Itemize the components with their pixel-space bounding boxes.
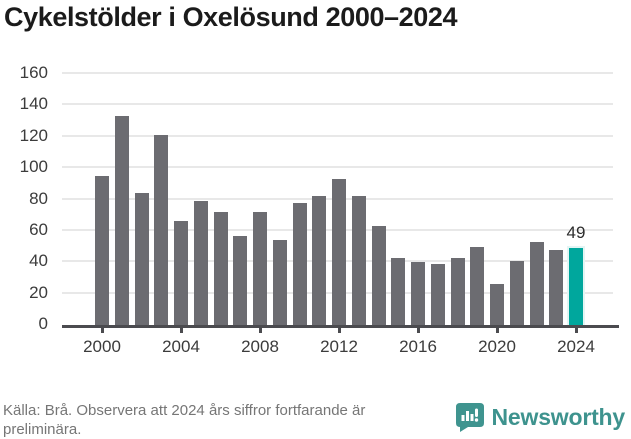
x-axis-label: 2008	[241, 337, 279, 356]
y-axis-label: 80	[29, 188, 48, 208]
x-tick-slot	[569, 326, 583, 333]
source-note: Källa: Brå. Observera att 2024 års siffr…	[3, 402, 366, 438]
bar	[134, 193, 149, 325]
y-axis-label: 160	[19, 63, 48, 82]
x-tick	[100, 326, 104, 333]
y-axis-label: 120	[19, 125, 48, 145]
x-tick-slot	[332, 326, 346, 333]
bar	[272, 240, 287, 325]
bar	[253, 212, 267, 325]
y-axis-label: 140	[19, 94, 48, 114]
x-axis-label	[135, 337, 149, 357]
bar	[95, 175, 109, 325]
x-axis-line	[62, 325, 619, 328]
bar	[490, 284, 504, 325]
x-tick-slot	[253, 326, 267, 333]
bar	[213, 212, 228, 325]
newsworthy-logo-icon	[455, 403, 484, 432]
gridline	[62, 166, 613, 169]
x-tick	[258, 326, 262, 333]
x-axis-label	[372, 337, 386, 357]
y-axis-label: 100	[19, 157, 48, 177]
x-tick	[179, 326, 183, 333]
bar	[391, 257, 406, 325]
x-axis-label	[115, 337, 129, 357]
x-tick-slot	[174, 326, 188, 333]
y-axis-label: 0	[38, 314, 48, 333]
y-axis-label: 20	[29, 282, 48, 302]
bar	[174, 221, 188, 325]
x-axis-label: 2004	[162, 337, 200, 356]
x-tick	[495, 326, 499, 333]
page-title: Cykelstölder i Oxelösund 2000–2024	[4, 2, 458, 32]
bar	[154, 135, 169, 325]
x-tick	[574, 326, 578, 333]
bar	[193, 201, 208, 325]
bar-highlighted: 49	[567, 223, 585, 325]
newsworthy-logo-text: Newsworthy	[491, 404, 626, 430]
bar	[371, 226, 386, 325]
bar	[470, 246, 485, 325]
bar	[292, 202, 307, 325]
x-axis-label	[352, 337, 366, 357]
gridline	[62, 134, 613, 137]
bar	[450, 257, 465, 325]
x-axis-label: 2000	[83, 337, 121, 356]
x-axis-label: 2012	[320, 337, 358, 356]
x-axis-label	[194, 337, 208, 357]
bar	[114, 116, 129, 325]
bar	[430, 263, 445, 325]
x-axis-label	[431, 337, 445, 357]
bar	[233, 235, 248, 325]
x-axis-label: 2024	[557, 337, 595, 356]
bar	[351, 196, 366, 325]
y-axis: 0 20 40 60 80 100 120 140 160	[0, 63, 48, 333]
bar	[332, 179, 346, 325]
bar	[312, 196, 327, 325]
x-ticks	[62, 326, 613, 333]
bars: 49	[62, 74, 613, 325]
highlight-value-label: 49	[566, 223, 586, 243]
newsworthy-logo: Newsworthy	[455, 402, 625, 433]
bar	[509, 260, 524, 325]
plot-area: 49 2000 2004 2008 2012 2016 2020 2024	[62, 72, 619, 356]
x-labels: 2000 2004 2008 2012 2016 2020 2024	[62, 337, 613, 357]
bar	[411, 262, 425, 325]
y-axis-label: 60	[29, 219, 48, 239]
x-tick	[416, 326, 420, 333]
x-tick	[337, 326, 341, 333]
x-axis-label	[451, 337, 465, 357]
x-axis-label	[293, 337, 307, 357]
x-axis-label	[530, 337, 544, 357]
x-tick-slot	[411, 326, 425, 333]
gridline	[62, 72, 613, 74]
x-axis-label	[214, 337, 228, 357]
x-axis-label	[273, 337, 287, 357]
bar	[529, 241, 544, 325]
x-tick-slot	[490, 326, 504, 333]
x-tick-slot	[95, 326, 109, 333]
gridline	[62, 103, 613, 106]
x-axis-label	[510, 337, 524, 357]
y-axis-label: 40	[29, 251, 48, 271]
bar	[549, 249, 564, 325]
x-axis-label: 2016	[399, 337, 437, 356]
x-axis-label: 2020	[478, 337, 516, 356]
